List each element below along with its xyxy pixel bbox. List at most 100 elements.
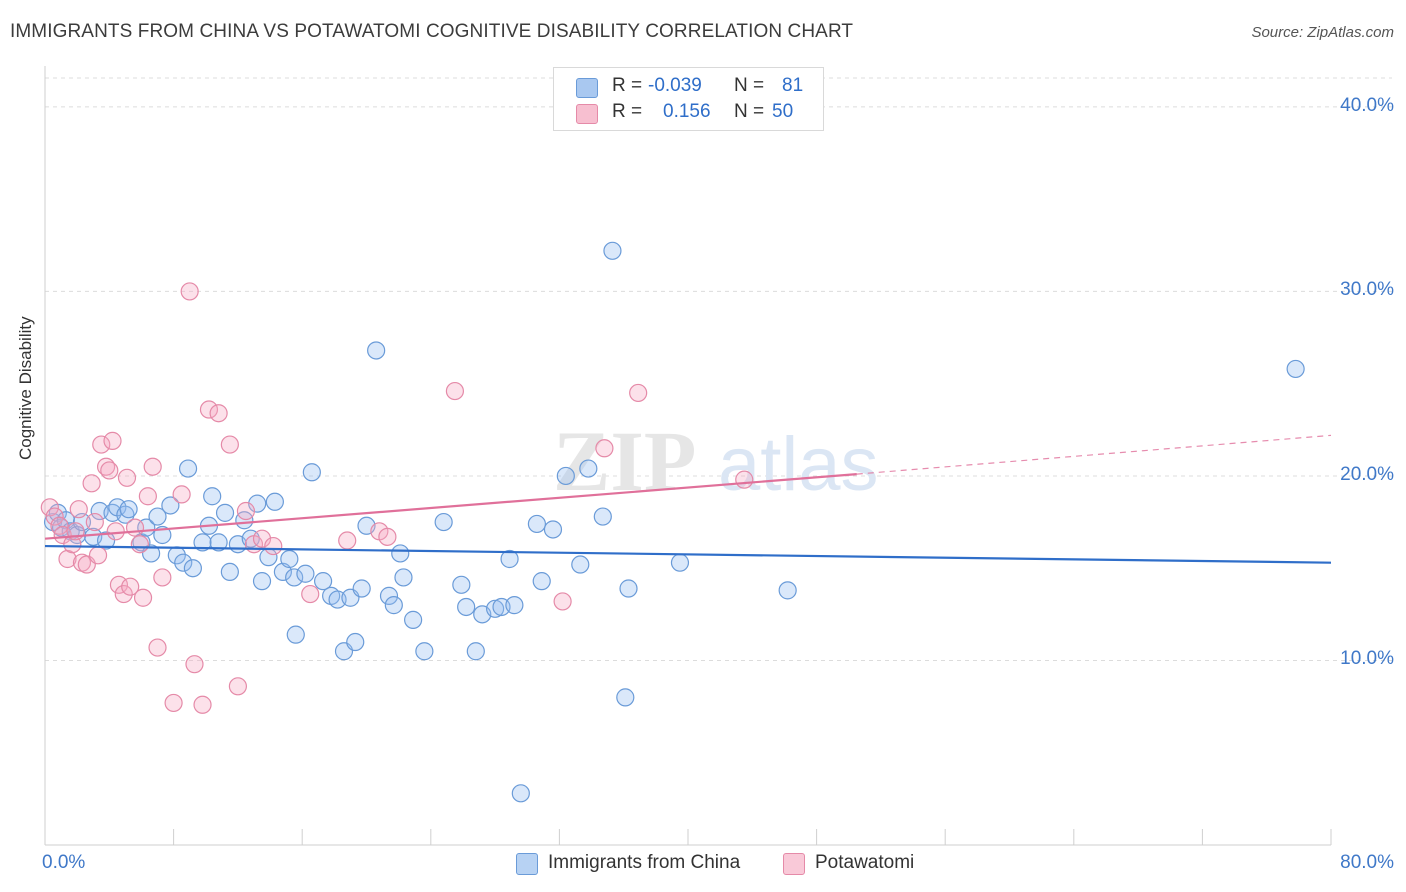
data-point xyxy=(138,487,157,506)
data-point xyxy=(172,485,191,504)
trend-line xyxy=(44,544,1332,564)
legend-swatch-potawatomi xyxy=(783,853,805,875)
data-point xyxy=(153,568,172,587)
data-point xyxy=(338,531,357,550)
legend-swatch-china xyxy=(576,78,598,98)
data-point xyxy=(82,474,101,493)
data-point xyxy=(452,575,471,594)
trend-line-extension xyxy=(856,434,1332,475)
data-point xyxy=(248,494,267,513)
data-point xyxy=(571,555,590,574)
stats-legend: R = -0.039 N = 81 R = 0.156 N = 50 xyxy=(553,67,824,131)
data-point xyxy=(500,549,519,569)
legend-n-label: N = xyxy=(734,75,765,96)
data-point xyxy=(119,500,138,519)
watermark-atlas: atlas xyxy=(718,422,879,507)
data-point xyxy=(116,505,135,524)
data-point xyxy=(133,588,153,607)
legend-r-value: 0.156 xyxy=(663,101,711,122)
data-point xyxy=(85,512,104,532)
data-point xyxy=(553,592,572,611)
data-point xyxy=(378,527,397,546)
data-point xyxy=(556,466,575,486)
watermark-zip: ZIP xyxy=(553,413,696,509)
y-tick-label: 30.0% xyxy=(1340,279,1394,301)
data-point xyxy=(384,596,403,615)
data-point xyxy=(616,688,635,707)
data-point xyxy=(486,599,505,618)
legend-label-china: Immigrants from China xyxy=(548,852,741,873)
data-point xyxy=(220,562,239,582)
data-point xyxy=(778,581,797,600)
data-point xyxy=(629,383,648,403)
data-point xyxy=(252,572,272,591)
trend-lines xyxy=(44,434,1332,564)
data-point xyxy=(92,435,111,454)
data-point xyxy=(352,579,371,598)
data-point xyxy=(532,572,551,591)
legend-swatch-potawatomi xyxy=(576,104,598,124)
y-axis-label: Cognitive Disability xyxy=(16,316,35,460)
data-point xyxy=(178,459,198,478)
watermark: ZIP atlas xyxy=(553,413,879,509)
data-point xyxy=(164,693,183,713)
y-tick-label: 40.0% xyxy=(1340,94,1394,116)
data-point xyxy=(193,695,212,714)
data-point xyxy=(106,522,125,541)
data-point xyxy=(183,559,202,578)
data-point xyxy=(125,518,145,537)
data-point xyxy=(543,520,563,539)
data-point xyxy=(236,501,256,521)
data-point xyxy=(235,511,254,530)
data-point xyxy=(220,435,239,454)
data-point xyxy=(45,507,64,526)
data-point xyxy=(466,642,485,661)
data-point xyxy=(445,381,465,401)
data-point xyxy=(203,487,222,506)
legend-r-value: -0.039 xyxy=(648,75,702,96)
data-point xyxy=(161,496,180,515)
data-point xyxy=(415,642,434,661)
data-point xyxy=(505,596,524,615)
data-point xyxy=(579,459,598,478)
data-point xyxy=(735,470,754,489)
data-point xyxy=(143,457,162,476)
grid-lines xyxy=(45,77,1392,661)
data-point xyxy=(296,564,315,583)
data-point xyxy=(434,512,453,532)
data-point xyxy=(280,549,299,569)
data-point xyxy=(511,784,530,803)
data-point xyxy=(103,431,122,450)
data-points xyxy=(40,241,1305,803)
data-point xyxy=(619,579,638,598)
axes xyxy=(44,66,1332,846)
data-point xyxy=(527,514,546,534)
legend-n-value: 81 xyxy=(782,75,804,96)
data-point xyxy=(670,553,690,572)
data-point xyxy=(148,507,167,526)
data-point xyxy=(199,400,219,419)
data-point xyxy=(252,529,272,548)
data-point xyxy=(58,549,77,569)
data-point xyxy=(114,584,133,604)
data-point xyxy=(603,241,622,260)
data-point xyxy=(593,507,612,526)
data-point xyxy=(121,577,140,596)
legend-r-label: R = xyxy=(612,101,643,122)
data-point xyxy=(130,535,149,554)
data-point xyxy=(40,498,59,517)
trend-line xyxy=(44,473,857,540)
legend-label-potawatomi: Potawatomi xyxy=(815,852,915,873)
data-point xyxy=(185,655,204,674)
data-point xyxy=(301,584,320,604)
data-point xyxy=(180,282,199,301)
data-point xyxy=(379,586,399,605)
data-point xyxy=(404,610,423,629)
data-point xyxy=(457,597,476,617)
source-label: Source: ZipAtlas.com xyxy=(1251,24,1394,41)
data-point xyxy=(148,638,167,657)
x-tick-label-min: 0.0% xyxy=(42,852,86,873)
data-point xyxy=(595,439,614,458)
data-point xyxy=(394,568,413,587)
data-point xyxy=(265,492,284,511)
